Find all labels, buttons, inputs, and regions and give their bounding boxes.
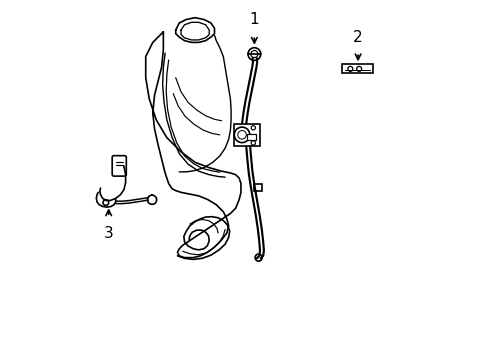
FancyBboxPatch shape <box>112 156 126 176</box>
Circle shape <box>356 66 361 71</box>
Circle shape <box>247 48 260 60</box>
Circle shape <box>347 66 352 71</box>
Text: 2: 2 <box>352 30 362 45</box>
Circle shape <box>103 200 108 206</box>
Circle shape <box>255 254 262 261</box>
Bar <box>341 64 372 73</box>
Bar <box>233 123 260 147</box>
Text: 3: 3 <box>103 226 113 241</box>
Circle shape <box>234 127 249 143</box>
Bar <box>246 134 255 140</box>
Circle shape <box>250 50 257 58</box>
Bar <box>253 184 262 191</box>
Text: 1: 1 <box>249 12 259 27</box>
Circle shape <box>251 141 255 145</box>
Circle shape <box>237 131 246 139</box>
Circle shape <box>251 126 255 130</box>
